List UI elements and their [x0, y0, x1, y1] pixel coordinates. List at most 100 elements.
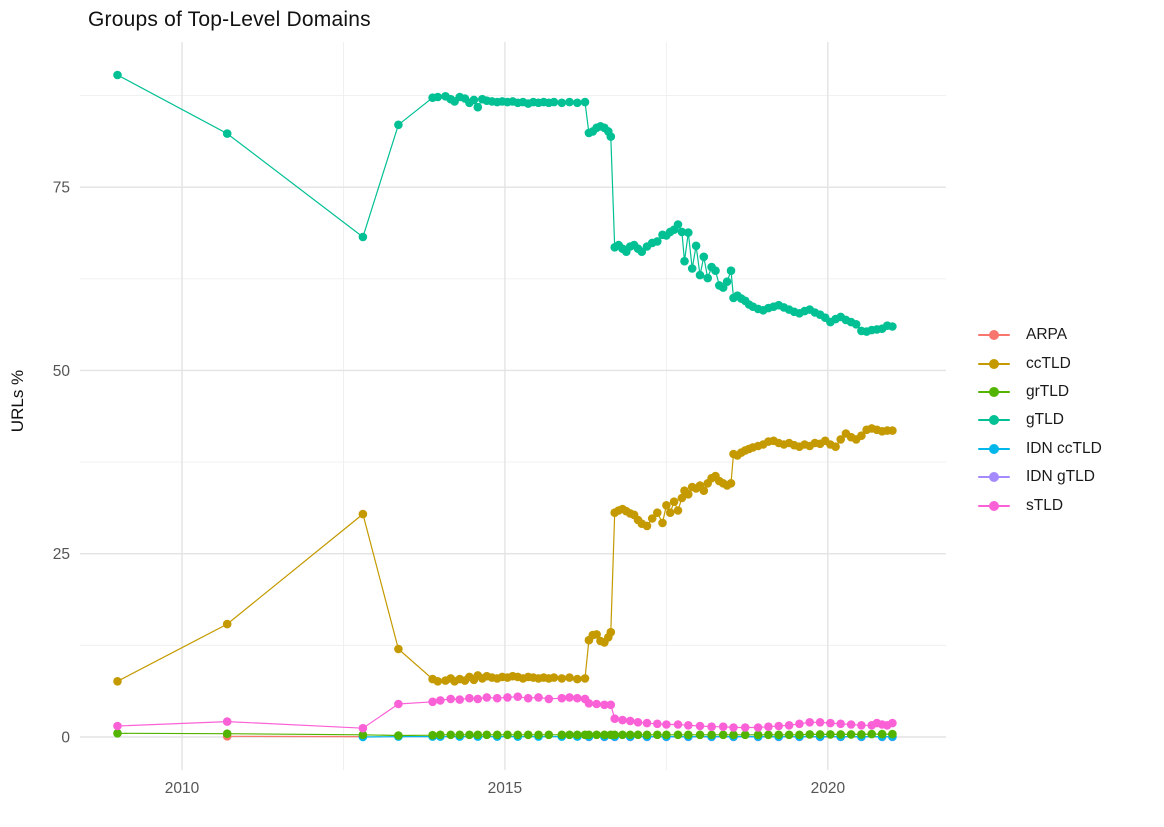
data-point: [580, 674, 590, 683]
data-point: [113, 729, 122, 738]
data-point: [684, 721, 693, 730]
data-point: [695, 270, 705, 280]
legend-key-icon: [978, 386, 1010, 398]
data-point: [691, 241, 701, 251]
data-point: [455, 730, 465, 740]
data-point: [436, 730, 445, 740]
data-point: [113, 721, 122, 731]
data-point: [826, 730, 835, 739]
y-tick-label: 50: [53, 363, 71, 380]
data-point: [684, 228, 693, 237]
data-point: [610, 730, 619, 740]
data-point: [428, 697, 437, 707]
data-point: [740, 723, 750, 732]
data-point: [711, 266, 720, 276]
data-point: [600, 730, 609, 740]
x-tick-label: 2010: [165, 780, 200, 797]
data-point: [482, 730, 492, 740]
data-point: [684, 490, 693, 499]
data-point: [684, 730, 693, 740]
data-point: [222, 619, 232, 629]
data-point: [544, 730, 554, 740]
data-point: [888, 322, 897, 331]
x-tick-label: 2020: [811, 780, 846, 797]
data-point: [573, 693, 582, 703]
data-point: [774, 730, 783, 740]
legend-key-icon: [978, 471, 1010, 483]
legend-label: IDN ccTLD: [1026, 439, 1102, 457]
data-point: [523, 730, 533, 740]
series-gtld: [113, 70, 897, 336]
data-point: [877, 729, 887, 739]
data-point: [534, 693, 543, 702]
data-point: [726, 266, 736, 276]
data-point: [836, 730, 845, 739]
data-point: [673, 720, 683, 729]
data-point: [653, 730, 662, 740]
data-point: [465, 693, 474, 703]
data-point: [592, 699, 601, 709]
data-point: [888, 729, 897, 739]
data-point: [831, 442, 840, 452]
data-point: [642, 521, 652, 531]
data-point: [433, 92, 443, 102]
data-point: [394, 120, 403, 130]
gridlines: [80, 42, 946, 770]
data-point: [805, 730, 814, 739]
data-point: [557, 98, 567, 108]
data-point: [492, 730, 502, 740]
data-point: [455, 695, 465, 704]
data-point: [606, 627, 616, 637]
data-point: [718, 722, 728, 731]
data-point: [888, 426, 897, 435]
data-point: [625, 730, 635, 740]
data-point: [549, 673, 559, 682]
legend-label: ARPA: [1026, 326, 1068, 344]
data-point: [857, 431, 866, 441]
data-point: [653, 719, 662, 729]
data-point: [565, 693, 574, 702]
data-point: [867, 729, 876, 739]
data-point: [726, 479, 736, 488]
data-point: [534, 730, 543, 740]
series-stld: [113, 692, 897, 733]
data-point: [113, 70, 122, 80]
legend-label: gTLD: [1026, 411, 1064, 429]
data-point: [358, 232, 368, 242]
y-tick-label: 75: [53, 180, 70, 197]
data-point: [394, 731, 403, 740]
data-point: [513, 692, 523, 701]
legend-item-idn-cctld: IDN ccTLD: [978, 435, 1102, 463]
legend-label: IDN gTLD: [1026, 468, 1095, 486]
legend-label: ccTLD: [1026, 354, 1071, 372]
data-point: [592, 630, 601, 639]
x-tick-label: 2015: [488, 780, 522, 797]
data-point: [469, 95, 479, 105]
data-point: [565, 97, 574, 107]
data-point: [633, 718, 643, 727]
data-point: [673, 220, 683, 229]
chart-title: Groups of Top-Level Domains: [88, 8, 371, 31]
data-point: [618, 730, 627, 740]
data-point: [573, 98, 582, 108]
data-point: [394, 644, 403, 654]
data-point: [513, 730, 523, 740]
legend-item-grtld: grTLD: [978, 378, 1102, 406]
data-point: [565, 673, 574, 682]
data-point: [677, 227, 687, 237]
data-point: [647, 514, 657, 523]
data-point: [222, 129, 232, 138]
data-point: [846, 730, 856, 739]
data-point: [637, 247, 647, 256]
data-point: [699, 252, 709, 262]
data-point: [584, 699, 594, 708]
data-point: [606, 132, 616, 141]
data-point: [503, 693, 512, 702]
legend-item-stld: sTLD: [978, 491, 1102, 519]
data-point: [573, 674, 582, 684]
data-point: [687, 264, 697, 273]
data-point: [795, 730, 804, 740]
data-point: [433, 677, 443, 686]
data-point: [557, 674, 567, 683]
